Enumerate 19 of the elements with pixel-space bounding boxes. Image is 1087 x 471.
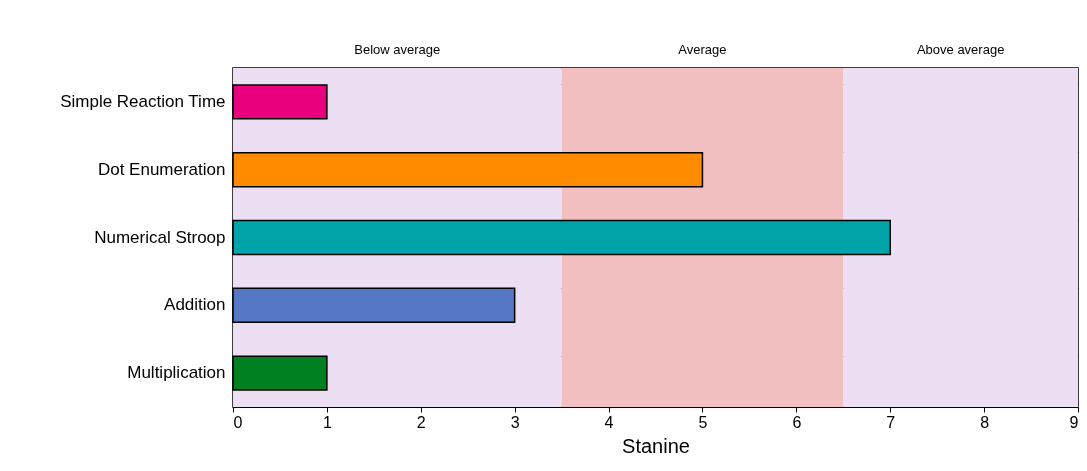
y-tick-label: Numerical Stroop — [94, 227, 226, 247]
x-tick-label: 0 — [233, 413, 243, 431]
y-tick-label: Simple Reaction Time — [60, 91, 226, 111]
x-tick-label: 7 — [886, 413, 896, 431]
x-tick-label: 1 — [322, 413, 332, 431]
band-label: Average — [678, 42, 727, 57]
y-tick-label: Addition — [164, 295, 226, 315]
x-tick-label: 5 — [698, 413, 708, 431]
x-tick-label: 2 — [416, 413, 426, 431]
x-tick-label: 4 — [604, 413, 614, 431]
x-axis-title: Stanine — [622, 434, 690, 457]
x-tick-label: 9 — [1069, 413, 1079, 431]
x-tick-label: 6 — [792, 413, 802, 431]
band-label: Above average — [916, 42, 1005, 57]
y-tick-label: Dot Enumeration — [97, 159, 226, 179]
x-tick-label: 3 — [510, 413, 520, 431]
band-label: Below average — [354, 42, 441, 57]
x-tick-label: 8 — [980, 413, 990, 431]
y-tick-label: Multiplication — [127, 363, 226, 383]
